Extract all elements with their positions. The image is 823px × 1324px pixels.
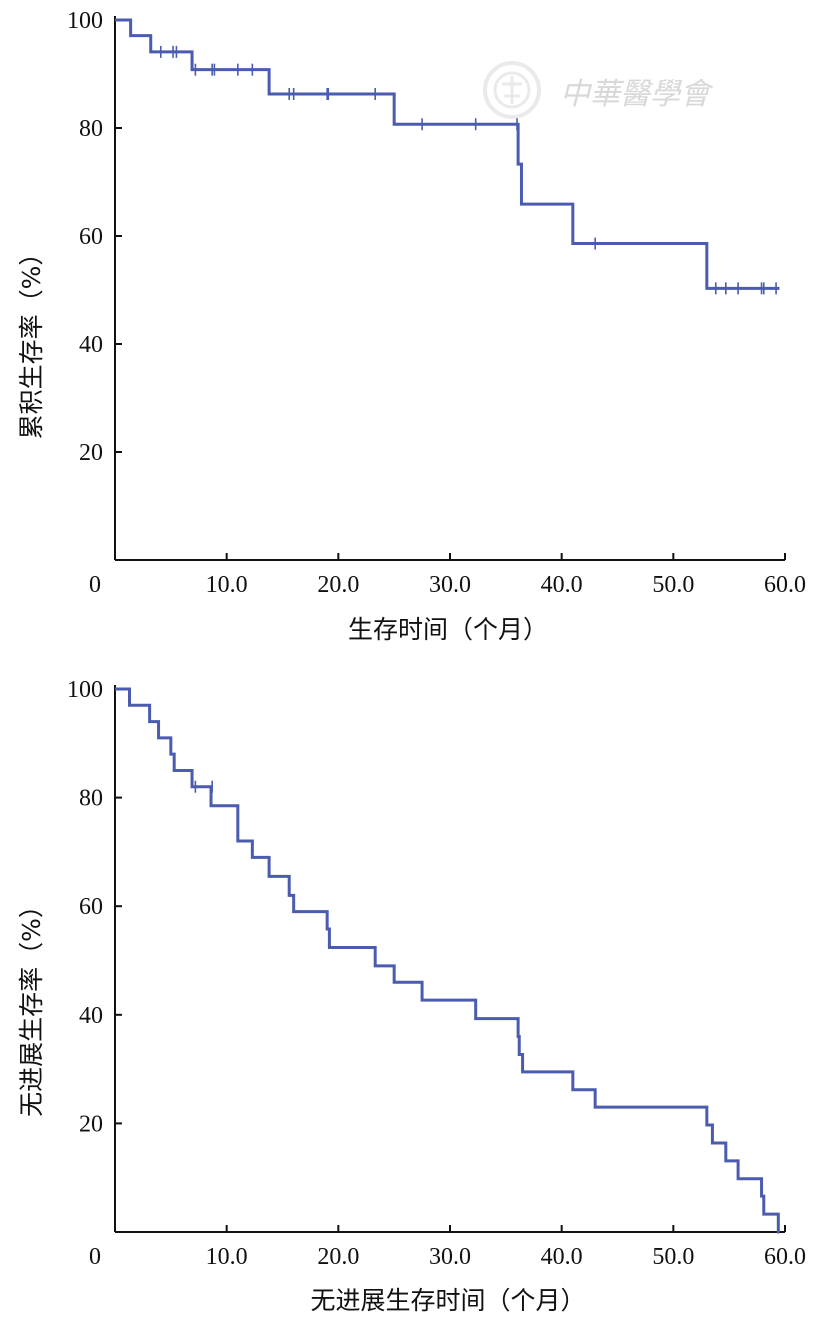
overall-survival-y-axis-title: 累积生存率（%） [17,241,46,440]
overall-survival-y-tick-label: 40 [79,332,103,358]
overall-survival-x-tick-label: 0 [89,572,101,598]
watermark: 中華醫學會 [483,61,714,119]
overall-survival-step-line [115,18,780,290]
overall-survival-x-tick-label: 40.0 [541,572,583,598]
overall-survival-x-axis-title: 生存时间（个月） [348,615,548,644]
overall-survival-curve [115,18,780,290]
progression-free-survival-chart: 0 10.0 20.0 30.0 40.0 50.0 60.0 20 40 60 80 100 无进展… [17,677,806,1315]
overall-survival-x-tick-label: 30.0 [429,572,471,598]
progression-free-survival-x-tick-label: 60.0 [764,1244,806,1270]
overall-survival-chart: 0 10.0 20.0 30.0 40.0 50.0 60.0 20 40 60 80 100 生存时… [17,8,806,644]
progression-free-survival-x-tick-label: 40.0 [541,1244,583,1270]
overall-survival-y-tick-label: 20 [79,440,103,466]
progression-free-survival-x-axis-title: 无进展生存时间（个月） [310,1286,585,1315]
progression-free-survival-x-tick-label: 30.0 [429,1244,471,1270]
overall-survival-y-tick-label: 80 [79,116,103,142]
progression-free-survival-x-tick-label: 0 [89,1244,101,1270]
overall-survival-y-tick-label: 100 [67,8,103,34]
progression-free-survival-ticks: 0 10.0 20.0 30.0 40.0 50.0 60.0 20 40 60 80 100 [67,677,806,1270]
overall-survival-censor-marks [159,45,777,295]
overall-survival-ticks: 0 10.0 20.0 30.0 40.0 50.0 60.0 20 40 60 80 100 [67,8,806,598]
progression-free-survival-step-line [115,687,780,1234]
overall-survival-y-tick-label: 60 [79,224,103,250]
progression-free-survival-y-tick-label: 60 [79,894,103,920]
progression-free-survival-x-tick-label: 50.0 [652,1244,694,1270]
overall-survival-x-tick-label: 10.0 [206,572,248,598]
progression-free-survival-x-tick-label: 20.0 [317,1244,359,1270]
society-seal-icon [483,61,541,119]
progression-free-survival-curve [115,687,780,1234]
progression-free-survival-y-tick-label: 80 [79,786,103,812]
progression-free-survival-x-tick-label: 10.0 [206,1244,248,1270]
progression-free-survival-y-tick-label: 100 [67,677,103,703]
progression-free-survival-axes [114,685,785,1233]
watermark-text: 中華醫學會 [560,77,714,112]
progression-free-survival-censor-marks [194,780,213,793]
overall-survival-x-tick-label: 60.0 [764,572,806,598]
progression-free-survival-y-tick-label: 40 [79,1003,103,1029]
progression-free-survival-y-axis-title: 无进展生存率（%） [17,893,46,1117]
overall-survival-x-tick-label: 20.0 [317,572,359,598]
overall-survival-x-tick-label: 50.0 [652,572,694,598]
progression-free-survival-y-tick-label: 20 [79,1111,103,1137]
